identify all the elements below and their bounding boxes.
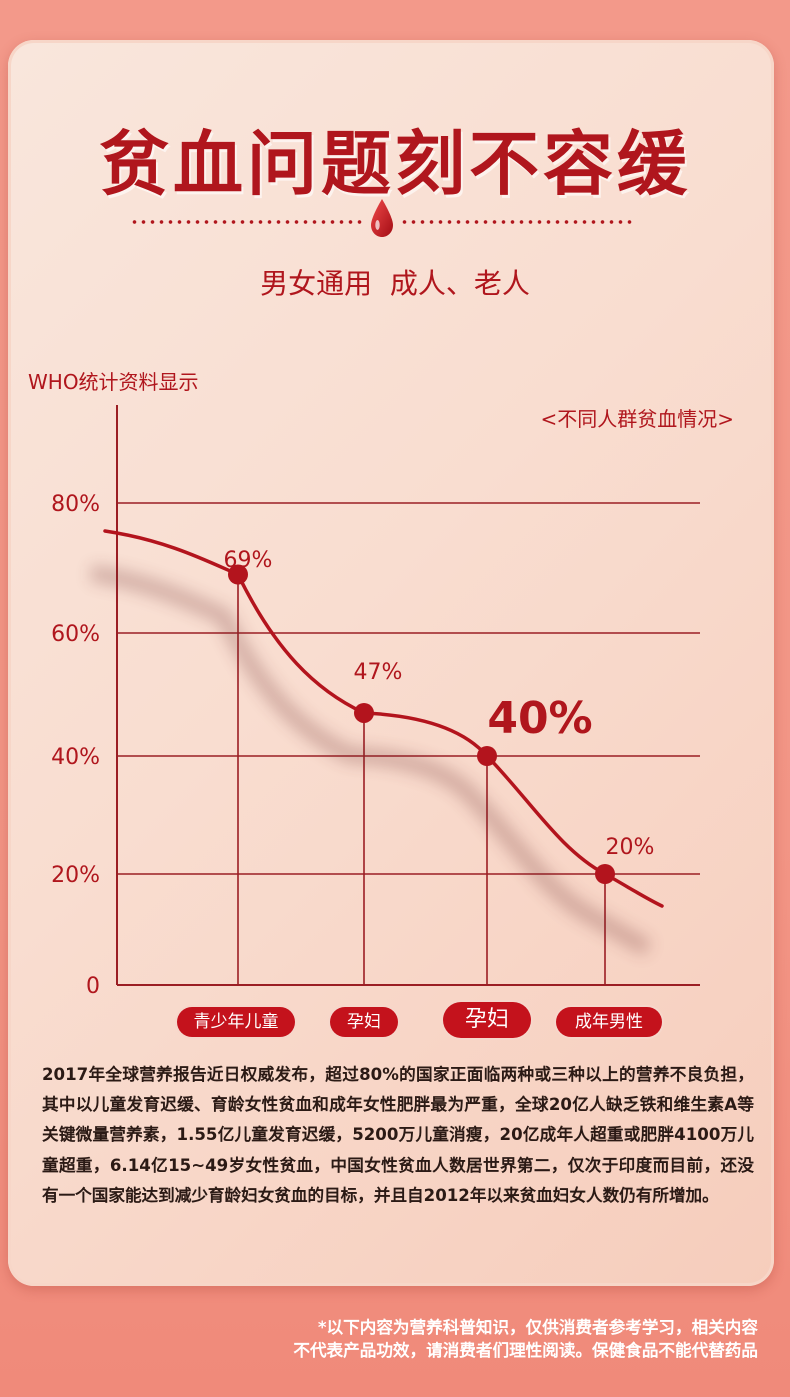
dotted-divider-left: [130, 220, 364, 224]
content-card: [8, 40, 774, 1286]
disclaimer-line-1: *以下内容为营养科普知识，仅供消费者参考学习，相关内容: [317, 1318, 758, 1337]
data-label: 69%: [224, 548, 273, 573]
y-tick-label: 80%: [51, 492, 100, 517]
data-point: [595, 864, 615, 884]
category-label: 青少年儿童: [177, 1007, 295, 1037]
blood-drop-icon: [371, 199, 393, 237]
subtitle: 男女通用 成人、老人: [260, 267, 530, 300]
data-label: 47%: [354, 660, 403, 685]
category-label: 成年男性: [556, 1007, 662, 1037]
data-point: [228, 564, 248, 585]
line-chart: 0 20% 40% 60% 80% 69% 47% 40% 20%: [51, 405, 700, 999]
dotted-divider-right: [400, 220, 634, 224]
data-point: [354, 702, 374, 723]
y-tick-label: 0: [86, 974, 100, 999]
data-label: 20%: [606, 835, 655, 860]
page-title: 贫血问题刻不容缓: [99, 122, 691, 205]
y-tick-label: 40%: [51, 745, 100, 770]
data-point: [477, 746, 497, 766]
disclaimer-line-2: 不代表产品功效，请消费者们理性阅读。保健食品不能代替药品: [293, 1341, 758, 1360]
category-label: 孕妇: [330, 1007, 398, 1037]
chart-source-label: WHO统计资料显示: [28, 370, 199, 394]
curve-shadow: [89, 565, 652, 956]
category-label: 孕妇: [443, 1002, 531, 1038]
chart-legend: <不同人群贫血情况>: [540, 407, 734, 431]
data-label: 40%: [487, 693, 592, 744]
y-tick-label: 20%: [51, 863, 100, 888]
disclaimer: *以下内容为营养科普知识，仅供消费者参考学习，相关内容 不代表产品功效，请消费者…: [293, 1316, 758, 1362]
y-tick-label: 60%: [51, 622, 100, 647]
description-paragraph: 2017年全球营养报告近日权威发布，超过80%的国家正面临两种或三种以上的营养不…: [42, 1065, 754, 1205]
